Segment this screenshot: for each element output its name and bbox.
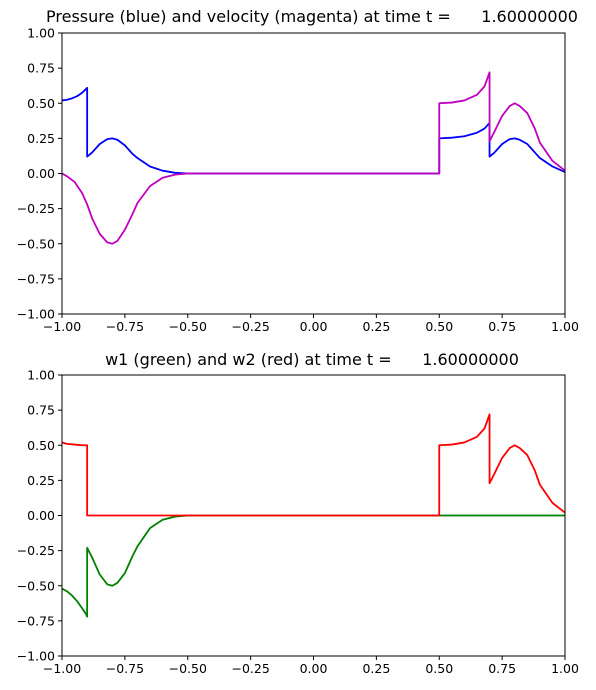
x-tick-label: 0.50 bbox=[425, 319, 453, 334]
x-tick-label: 0.75 bbox=[488, 319, 516, 334]
x-tick-label: −0.25 bbox=[231, 319, 269, 334]
y-tick-label: −0.75 bbox=[17, 613, 55, 628]
y-tick-label: 0.75 bbox=[27, 61, 55, 76]
y-tick-label: 0.50 bbox=[27, 438, 55, 453]
x-tick-label: −1.00 bbox=[43, 661, 81, 676]
chart-title: Pressure (blue) and velocity (magenta) a… bbox=[46, 7, 578, 26]
x-tick-label: −0.50 bbox=[169, 661, 207, 676]
y-tick-label: −0.50 bbox=[17, 578, 55, 593]
y-tick-label: −0.50 bbox=[17, 236, 55, 251]
series-line bbox=[62, 71, 565, 245]
x-tick-label: 0.00 bbox=[300, 661, 328, 676]
y-tick-label: −0.75 bbox=[17, 271, 55, 286]
y-tick-label: 0.00 bbox=[27, 508, 55, 523]
x-tick-label: 1.00 bbox=[551, 319, 579, 334]
x-tick-label: −0.75 bbox=[106, 661, 144, 676]
y-tick-label: −0.25 bbox=[17, 201, 55, 216]
x-tick-label: 0.25 bbox=[362, 319, 390, 334]
axes-frame bbox=[61, 32, 566, 315]
series-line bbox=[62, 413, 565, 517]
x-tick-label: −0.25 bbox=[231, 661, 269, 676]
x-tick-label: −1.00 bbox=[43, 319, 81, 334]
axis-ticks: −1.00 −0.75 −0.50 −0.25 0.00 0.25 0.50 0.75 1.00… bbox=[17, 26, 579, 335]
w1-w2-panel: w1 (green) and w2 (red) at time t = 1.60… bbox=[17, 350, 579, 676]
x-tick-label: −0.50 bbox=[169, 319, 207, 334]
y-tick-label: 1.00 bbox=[27, 368, 55, 383]
plot-lines bbox=[62, 71, 565, 245]
y-tick-label: 0.50 bbox=[27, 96, 55, 111]
y-tick-label: −0.25 bbox=[17, 543, 55, 558]
series-line bbox=[62, 514, 565, 618]
x-tick-label: 0.25 bbox=[362, 661, 390, 676]
y-tick-label: 0.00 bbox=[27, 166, 55, 181]
y-tick-label: −1.00 bbox=[17, 649, 55, 664]
y-tick-label: −1.00 bbox=[17, 307, 55, 322]
y-tick-label: 0.25 bbox=[27, 473, 55, 488]
chart-title: w1 (green) and w2 (red) at time t = 1.60… bbox=[105, 350, 519, 369]
plot-lines bbox=[62, 413, 565, 618]
axes-frame bbox=[61, 374, 566, 657]
x-tick-label: 0.50 bbox=[425, 661, 453, 676]
y-tick-label: 0.75 bbox=[27, 403, 55, 418]
axis-ticks: −1.00 −0.75 −0.50 −0.25 0.00 0.25 0.50 0.75 1.00… bbox=[17, 368, 579, 677]
y-tick-label: 1.00 bbox=[27, 26, 55, 41]
x-tick-label: 0.00 bbox=[300, 319, 328, 334]
x-tick-label: 0.75 bbox=[488, 661, 516, 676]
pressure-velocity-panel: Pressure (blue) and velocity (magenta) a… bbox=[17, 7, 579, 334]
x-tick-label: 1.00 bbox=[551, 661, 579, 676]
y-tick-label: 0.25 bbox=[27, 131, 55, 146]
x-tick-label: −0.75 bbox=[106, 319, 144, 334]
